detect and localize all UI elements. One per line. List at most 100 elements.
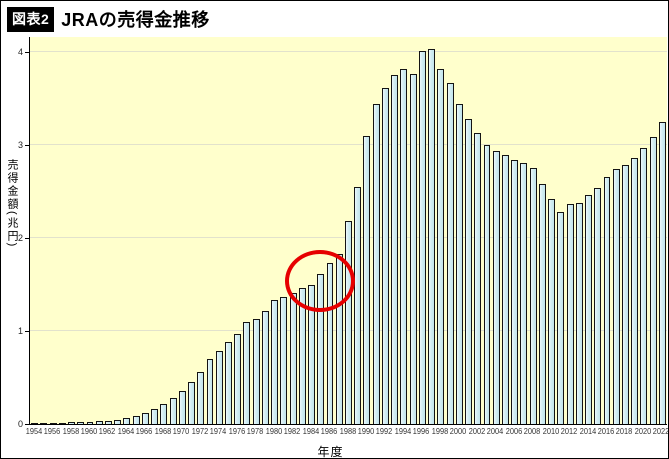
gridline-y-3 — [30, 143, 667, 145]
x-tick-label-2020: 2020 — [634, 427, 652, 436]
bar-1990 — [363, 135, 371, 424]
bar-1970 — [178, 390, 186, 424]
y-tick-label-2: 2 — [17, 232, 23, 243]
bar-1997 — [428, 49, 436, 424]
bar-1955 — [40, 423, 48, 424]
bar-2007 — [520, 162, 528, 424]
x-tick-label-1982: 1982 — [283, 427, 301, 436]
x-tick-label-1992: 1992 — [376, 427, 393, 436]
x-tick-label-1970: 1970 — [173, 427, 190, 436]
bar-1979 — [261, 310, 269, 424]
bar-2016 — [603, 177, 611, 424]
bar-1982 — [289, 292, 297, 424]
bar-1966 — [141, 413, 149, 424]
x-tick-label-2000: 2000 — [450, 427, 467, 436]
bar-1999 — [446, 82, 454, 424]
bar-1967 — [151, 409, 159, 424]
bar-1989 — [354, 186, 362, 424]
bar-2020 — [640, 147, 648, 424]
bar-1962 — [105, 420, 112, 424]
x-tick-label-2004: 2004 — [487, 427, 504, 436]
bar-2008 — [529, 168, 537, 424]
gridline-y-4 — [30, 50, 667, 52]
bar-1992 — [381, 88, 389, 424]
bar-1972 — [197, 371, 205, 424]
bar-1958 — [68, 422, 75, 424]
bar-2000 — [455, 103, 463, 424]
bar-1957 — [58, 422, 66, 424]
x-tick-label-1960: 1960 — [80, 427, 98, 436]
bar-1980 — [271, 300, 279, 424]
bar-2019 — [631, 157, 639, 424]
y-tick-mark-2 — [25, 237, 29, 239]
x-tick-label-1968: 1968 — [154, 427, 172, 436]
x-tick-label-2008: 2008 — [523, 427, 541, 436]
bar-2017 — [612, 169, 620, 424]
bar-2005 — [501, 155, 509, 424]
bar-1993 — [391, 75, 399, 424]
bar-1964 — [123, 418, 131, 424]
x-tick-label-1994: 1994 — [394, 427, 412, 436]
y-tick-mark-1 — [25, 330, 29, 332]
bar-2015 — [594, 187, 602, 424]
x-tick-label-1990: 1990 — [357, 427, 375, 436]
bar-2002 — [474, 132, 482, 424]
x-tick-label-1984: 1984 — [302, 427, 319, 436]
y-tick-mark-4 — [25, 51, 29, 53]
bar-2014 — [585, 195, 592, 424]
bar-1974 — [215, 351, 223, 424]
bar-1960 — [86, 421, 94, 424]
bar-2009 — [538, 184, 546, 424]
y-tick-label-4: 4 — [17, 46, 23, 57]
bar-1996 — [418, 50, 426, 424]
x-tick-label-1998: 1998 — [431, 427, 448, 436]
bar-1973 — [206, 358, 214, 424]
x-tick-label-1976: 1976 — [228, 427, 245, 436]
bar-1954 — [31, 423, 39, 424]
bar-2001 — [465, 118, 472, 424]
figure-header: 図表2 JRAの売得金推移 — [7, 6, 210, 32]
x-tick-label-1988: 1988 — [339, 427, 356, 436]
bar-1978 — [252, 318, 260, 424]
x-tick-label-2018: 2018 — [616, 427, 633, 436]
bar-chart-plot-area — [29, 37, 667, 425]
bar-2021 — [649, 136, 657, 424]
x-tick-label-1958: 1958 — [62, 427, 79, 436]
bar-1971 — [188, 382, 195, 424]
bar-1959 — [77, 421, 85, 424]
bar-1976 — [234, 333, 242, 424]
y-tick-label-3: 3 — [17, 139, 23, 150]
highlight-circle-annotation — [284, 250, 355, 313]
bar-1965 — [132, 416, 140, 424]
x-tick-label-2022: 2022 — [653, 427, 669, 436]
bar-1988 — [345, 221, 352, 424]
y-tick-mark-0 — [25, 424, 29, 425]
bar-1995 — [409, 74, 417, 424]
y-tick-label-0: 0 — [17, 419, 23, 429]
x-tick-label-1986: 1986 — [320, 427, 338, 436]
bar-1969 — [169, 397, 177, 424]
bar-1994 — [400, 68, 408, 424]
bar-2011 — [557, 211, 565, 424]
x-tick-label-1966: 1966 — [136, 427, 153, 436]
bar-2004 — [492, 151, 500, 424]
bar-1998 — [437, 68, 445, 424]
x-tick-label-1978: 1978 — [246, 427, 264, 436]
x-tick-label-2016: 2016 — [597, 427, 615, 436]
bar-1977 — [243, 321, 251, 424]
bar-1981 — [280, 296, 288, 424]
y-axis-title: 売得金額(兆円) — [6, 159, 18, 249]
x-tick-label-2002: 2002 — [468, 427, 485, 436]
x-tick-label-1996: 1996 — [413, 427, 430, 436]
x-tick-label-2014: 2014 — [579, 427, 596, 436]
x-tick-label-2010: 2010 — [542, 427, 559, 436]
x-tick-label-1956: 1956 — [43, 427, 61, 436]
bar-2012 — [566, 204, 574, 424]
y-tick-label-1: 1 — [17, 325, 23, 336]
x-tick-label-1972: 1972 — [191, 427, 208, 436]
bar-1991 — [372, 103, 380, 424]
x-tick-label-2012: 2012 — [560, 427, 578, 436]
bar-2003 — [483, 144, 491, 424]
bar-1956 — [49, 422, 57, 424]
